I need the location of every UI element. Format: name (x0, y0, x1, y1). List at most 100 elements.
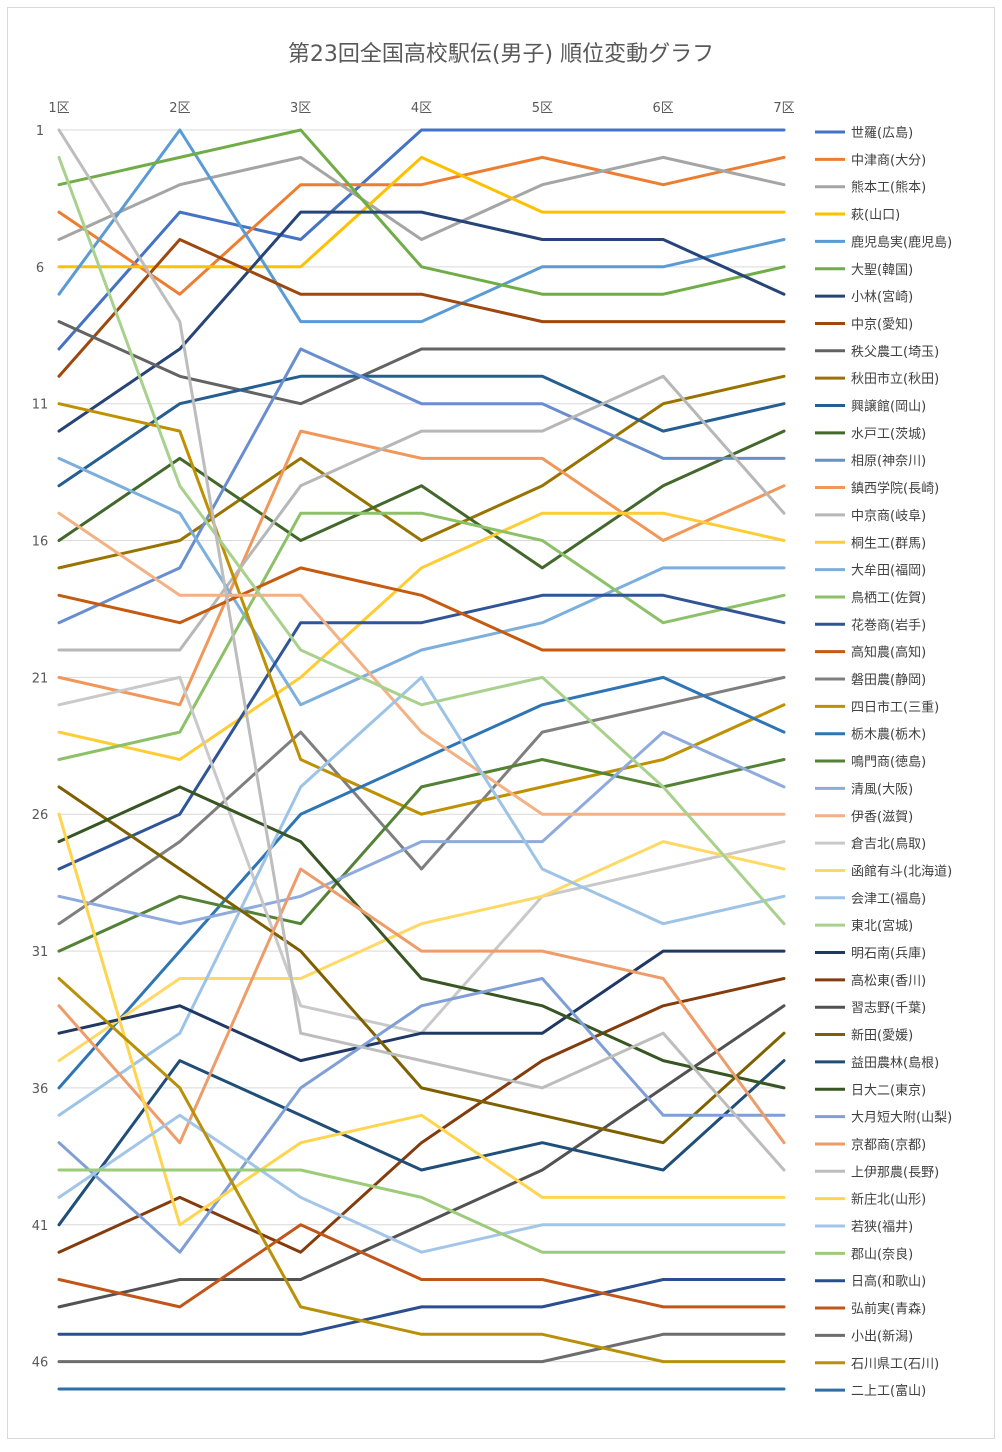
series-line (57, 566, 786, 652)
legend-label: 二上工(富山) (851, 1383, 926, 1399)
legend-label: 函館有斗(北海道) (851, 864, 952, 879)
legend-label: 弘前実(青森) (851, 1301, 926, 1317)
legend-label: 日高(和歌山) (851, 1274, 926, 1290)
legend-label: 小出(新潟) (851, 1328, 913, 1344)
legend-label: 高松東(香川) (851, 973, 926, 989)
series-line (57, 402, 786, 816)
x-tick-label: 6区 (653, 101, 674, 116)
series-line (57, 593, 786, 871)
series-line (57, 238, 786, 378)
legend-label: 益田農林(島根) (851, 1056, 939, 1071)
legend-label: 大聖(韓国) (851, 263, 913, 278)
legend-label: 習志野(千葉) (851, 1001, 926, 1016)
series-line (57, 456, 786, 707)
legend-label: 小林(宮崎) (851, 289, 913, 305)
series-line (57, 785, 786, 1145)
series-line (57, 977, 786, 1364)
legend-label: 鎮西学院(長崎) (851, 481, 939, 497)
legend-label: 清風(大阪) (851, 782, 913, 797)
y-tick-label: 31 (32, 945, 49, 960)
legend-label: 四日市工(三重) (851, 699, 939, 715)
series-line (57, 840, 786, 1063)
series-line (57, 374, 786, 570)
y-tick-label: 16 (32, 535, 49, 550)
y-tick-label: 21 (32, 671, 49, 686)
series-line (57, 155, 786, 296)
y-tick-label: 26 (32, 808, 49, 823)
legend-label: 桐生工(群馬) (851, 536, 926, 551)
y-tick-label: 6 (36, 261, 44, 276)
series-line (57, 374, 786, 652)
series-line (57, 1113, 786, 1254)
series-line (57, 977, 786, 1254)
y-tick-label: 36 (32, 1082, 49, 1097)
series-line (57, 977, 786, 1254)
legend-label: 鳴門商(徳島) (851, 755, 926, 770)
legend-label: 磐田農(静岡) (851, 673, 926, 688)
legend-label: 高知農(高知) (851, 645, 926, 661)
series-line (57, 785, 786, 1090)
legend-label: 中京(愛知) (851, 316, 913, 332)
legend-label: 新庄北(山形) (851, 1192, 926, 1208)
legend-label: 萩(山口) (851, 208, 900, 223)
legend-label: 新田(愛媛) (851, 1028, 913, 1044)
x-tick-label: 4区 (411, 101, 432, 116)
series-line (57, 812, 786, 1227)
series-line (57, 128, 786, 1172)
chart-title: 第23回全国高校駅伝(男子) 順位変動グラフ (287, 42, 715, 67)
legend: 世羅(広島) 中津商(大分) 熊本工(熊本) 萩(山口) 鹿児島実(鹿児島) 大聖(韓国)… (815, 126, 952, 1399)
x-tick-label: 1区 (48, 101, 69, 116)
series-line (57, 675, 786, 926)
y-tick-label: 11 (32, 398, 49, 413)
series-line (57, 429, 786, 707)
legend-label: 花巻商(岩手) (851, 617, 926, 633)
series-line (57, 320, 786, 406)
y-tick-label: 1 (36, 124, 44, 139)
series-line (57, 1059, 786, 1227)
legend-label: 東北(宮城) (851, 918, 913, 934)
series-line (57, 730, 786, 926)
series-line (57, 1168, 786, 1254)
legend-label: 秋田市立(秋田) (851, 371, 939, 387)
legend-label: 倉吉北(鳥取) (851, 837, 926, 852)
legend-label: 鹿児島実(鹿児島) (851, 234, 952, 250)
series-lines (57, 128, 786, 1391)
series-line (57, 429, 786, 570)
legend-label: 鳥栖工(佐賀) (851, 591, 926, 606)
series-line (57, 128, 786, 351)
legend-label: 大牟田(福岡) (851, 564, 926, 579)
series-line (57, 1278, 786, 1336)
legend-label: 若狭(福井) (851, 1219, 913, 1235)
x-tick-label: 2区 (169, 101, 190, 116)
series-line (57, 867, 786, 1145)
legend-label: 中津商(大分) (851, 153, 926, 168)
legend-label: 栃木農(栃木) (851, 728, 926, 743)
series-line (57, 675, 786, 1117)
series-line (57, 511, 786, 816)
legend-label: 郡山(奈良) (851, 1246, 913, 1262)
legend-label: 大月短大附(山梨) (851, 1111, 952, 1126)
legend-label: 興譲館(岡山) (851, 399, 926, 415)
series-line (57, 155, 786, 926)
series-line (57, 155, 786, 269)
series-line (57, 1004, 786, 1309)
series-line (57, 128, 786, 324)
series-line (57, 210, 786, 433)
grid-lines (59, 129, 784, 1363)
legend-label: 中京商(岐阜) (851, 508, 926, 524)
legend-label: 相原(神奈川) (851, 454, 926, 469)
legend-label: 日大二(東京) (851, 1082, 926, 1098)
series-line (57, 949, 786, 1063)
legend-label: 水戸工(茨城) (851, 427, 926, 442)
y-tick-label: 41 (32, 1219, 49, 1234)
legend-label: 伊香(滋賀) (851, 810, 913, 825)
series-line (57, 511, 786, 761)
series-line (57, 128, 786, 296)
series-line (57, 374, 786, 488)
x-tick-label: 7区 (773, 101, 794, 116)
legend-label: 熊本工(熊本) (851, 180, 926, 196)
series-line (57, 511, 786, 761)
legend-label: 世羅(広島) (851, 126, 913, 141)
